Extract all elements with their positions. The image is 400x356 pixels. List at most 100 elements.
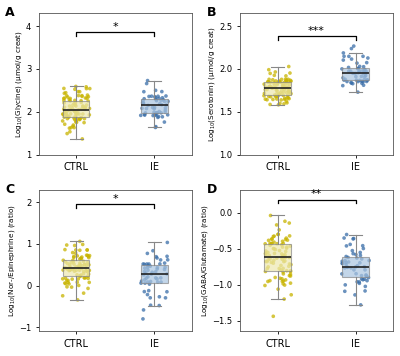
Point [72, 87, 78, 92]
Point [60, 293, 66, 299]
Point [152, 269, 159, 274]
Point [66, 262, 73, 268]
Point [280, 253, 287, 259]
Point [356, 63, 363, 69]
Point [145, 274, 151, 279]
Point [262, 251, 269, 257]
Point [82, 265, 89, 271]
Point [80, 271, 87, 277]
Point [342, 258, 348, 263]
Point [77, 262, 83, 268]
Point [364, 77, 370, 83]
Point [140, 307, 147, 313]
Point [280, 281, 286, 287]
Point [153, 98, 160, 104]
Point [286, 233, 293, 239]
Point [164, 240, 170, 245]
Point [354, 279, 360, 285]
Point [358, 73, 365, 79]
Point [76, 265, 83, 270]
Point [146, 94, 152, 99]
Point [62, 110, 68, 116]
Point [62, 247, 68, 252]
Point [284, 100, 290, 106]
Point [73, 267, 80, 273]
Point [271, 257, 277, 263]
Point [160, 97, 166, 103]
Point [84, 253, 91, 258]
Text: D: D [206, 183, 217, 196]
Point [268, 236, 275, 242]
Point [79, 94, 85, 99]
Point [347, 241, 353, 247]
Point [78, 255, 84, 261]
Point [80, 268, 87, 274]
Point [344, 265, 351, 270]
Point [84, 247, 90, 253]
Point [159, 95, 166, 101]
Point [146, 281, 153, 287]
Point [288, 292, 294, 298]
Point [279, 91, 285, 96]
Point [269, 85, 276, 91]
Point [266, 84, 272, 90]
Point [158, 275, 164, 281]
Point [142, 110, 149, 116]
Point [267, 70, 273, 76]
Point [278, 263, 284, 268]
Point [286, 64, 292, 69]
Point [280, 83, 286, 88]
Point [354, 255, 360, 261]
Point [153, 97, 160, 103]
Point [155, 114, 162, 119]
Point [85, 98, 91, 104]
Point [60, 111, 67, 117]
Point [339, 66, 345, 72]
Point [80, 290, 87, 296]
Point [280, 255, 287, 260]
Point [151, 109, 157, 115]
Point [144, 81, 150, 87]
Point [274, 222, 280, 228]
Point [156, 303, 162, 308]
Point [60, 276, 66, 282]
Point [262, 259, 269, 265]
Point [272, 274, 278, 280]
Point [340, 83, 346, 89]
Point [268, 85, 275, 91]
Point [360, 64, 367, 69]
Point [64, 284, 70, 290]
Point [60, 267, 66, 273]
Point [287, 273, 294, 279]
Point [77, 239, 83, 244]
Point [69, 276, 75, 282]
Point [279, 244, 286, 250]
Point [348, 46, 355, 51]
Point [262, 84, 269, 90]
Point [151, 105, 158, 110]
Point [280, 271, 286, 277]
Point [272, 92, 278, 98]
Point [78, 98, 84, 104]
Point [67, 267, 74, 273]
Point [74, 272, 80, 278]
Point [285, 84, 291, 90]
Point [164, 112, 171, 117]
Point [152, 88, 159, 93]
Point [64, 109, 70, 114]
Point [287, 77, 293, 83]
Point [143, 275, 150, 281]
Point [264, 266, 270, 271]
Text: A: A [5, 6, 15, 19]
Point [282, 248, 289, 254]
Point [76, 264, 82, 269]
Point [82, 95, 89, 101]
Point [80, 258, 87, 264]
Point [282, 79, 288, 85]
Point [83, 102, 90, 108]
Point [345, 255, 351, 260]
Point [363, 272, 369, 278]
Point [75, 89, 82, 94]
Point [64, 94, 71, 100]
Point [143, 106, 150, 111]
